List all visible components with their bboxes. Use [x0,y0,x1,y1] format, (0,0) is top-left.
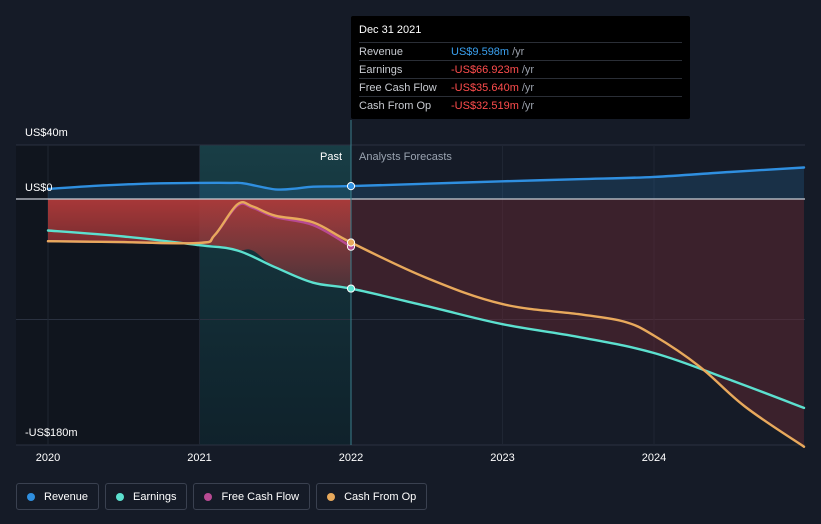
tooltip-unit: /yr [521,63,535,76]
x-tick-label: 2022 [339,452,363,464]
chart: US$40m US$0 -US$180m Past Analysts Forec… [16,120,806,464]
tooltip-row-revenue: Revenue US$9.598m /yr [359,42,682,60]
past-label: Past [320,151,342,163]
revenue-dot-icon [27,492,35,501]
tooltip-label: Revenue [359,45,404,58]
marker-cash-from-op [346,238,356,247]
marker-earnings [346,284,356,293]
x-tick-label: 2020 [36,452,60,464]
tooltip-unit: /yr [521,99,535,112]
revenue-area [48,167,804,199]
legend-label: Earnings [133,490,177,503]
tooltip: Dec 31 2021 Revenue US$9.598m /yr Earnin… [351,16,690,119]
forecast-label: Analysts Forecasts [359,151,452,163]
tooltip-value: -US$32.519m [451,99,519,112]
marker-revenue [346,182,356,191]
legend-item-earnings[interactable]: Earnings [105,483,188,510]
legend: Revenue Earnings Free Cash Flow Cash Fro… [16,483,428,510]
legend-label: Free Cash Flow [221,490,300,503]
cash-from-op-dot-icon [327,492,336,501]
y-tick-label-zero: US$0 [25,182,53,194]
legend-item-revenue[interactable]: Revenue [16,483,100,510]
markers [346,182,356,293]
free-cash-flow-dot-icon [204,492,213,501]
earnings-area-forecast [351,199,804,447]
x-axis: 2020 2021 2022 2023 2024 [36,452,666,464]
tooltip-row-free-cash-flow: Free Cash Flow -US$35.640m /yr [359,78,682,96]
tooltip-row-cash-from-op: Cash From Op -US$32.519m /yr [359,96,682,114]
legend-label: Cash From Op [344,490,417,503]
tooltip-label: Free Cash Flow [359,81,437,94]
y-tick-label-top: US$40m [25,127,68,139]
series-line-earnings [46,229,806,410]
legend-label: Revenue [44,490,89,503]
legend-item-free-cash-flow[interactable]: Free Cash Flow [193,483,311,510]
tooltip-row-earnings: Earnings -US$66.923m /yr [359,60,682,78]
tooltip-date: Dec 31 2021 [359,24,422,36]
tooltip-value: US$9.598m [451,45,510,58]
tooltip-unit: /yr [512,45,525,58]
x-tick-label: 2021 [187,452,211,464]
tooltip-label: Earnings [359,63,403,76]
tooltip-value: -US$66.923m [451,63,519,76]
legend-item-cash-from-op[interactable]: Cash From Op [316,483,428,510]
x-tick-label: 2024 [642,452,666,464]
tooltip-label: Cash From Op [359,99,432,112]
y-tick-label-bottom: -US$180m [25,427,78,439]
tooltip-value: -US$35.640m [451,81,519,94]
highlight-region [199,145,351,445]
tooltip-unit: /yr [521,81,535,94]
earnings-dot-icon [116,492,125,501]
x-tick-label: 2023 [490,452,514,464]
series-line-revenue [46,166,806,191]
